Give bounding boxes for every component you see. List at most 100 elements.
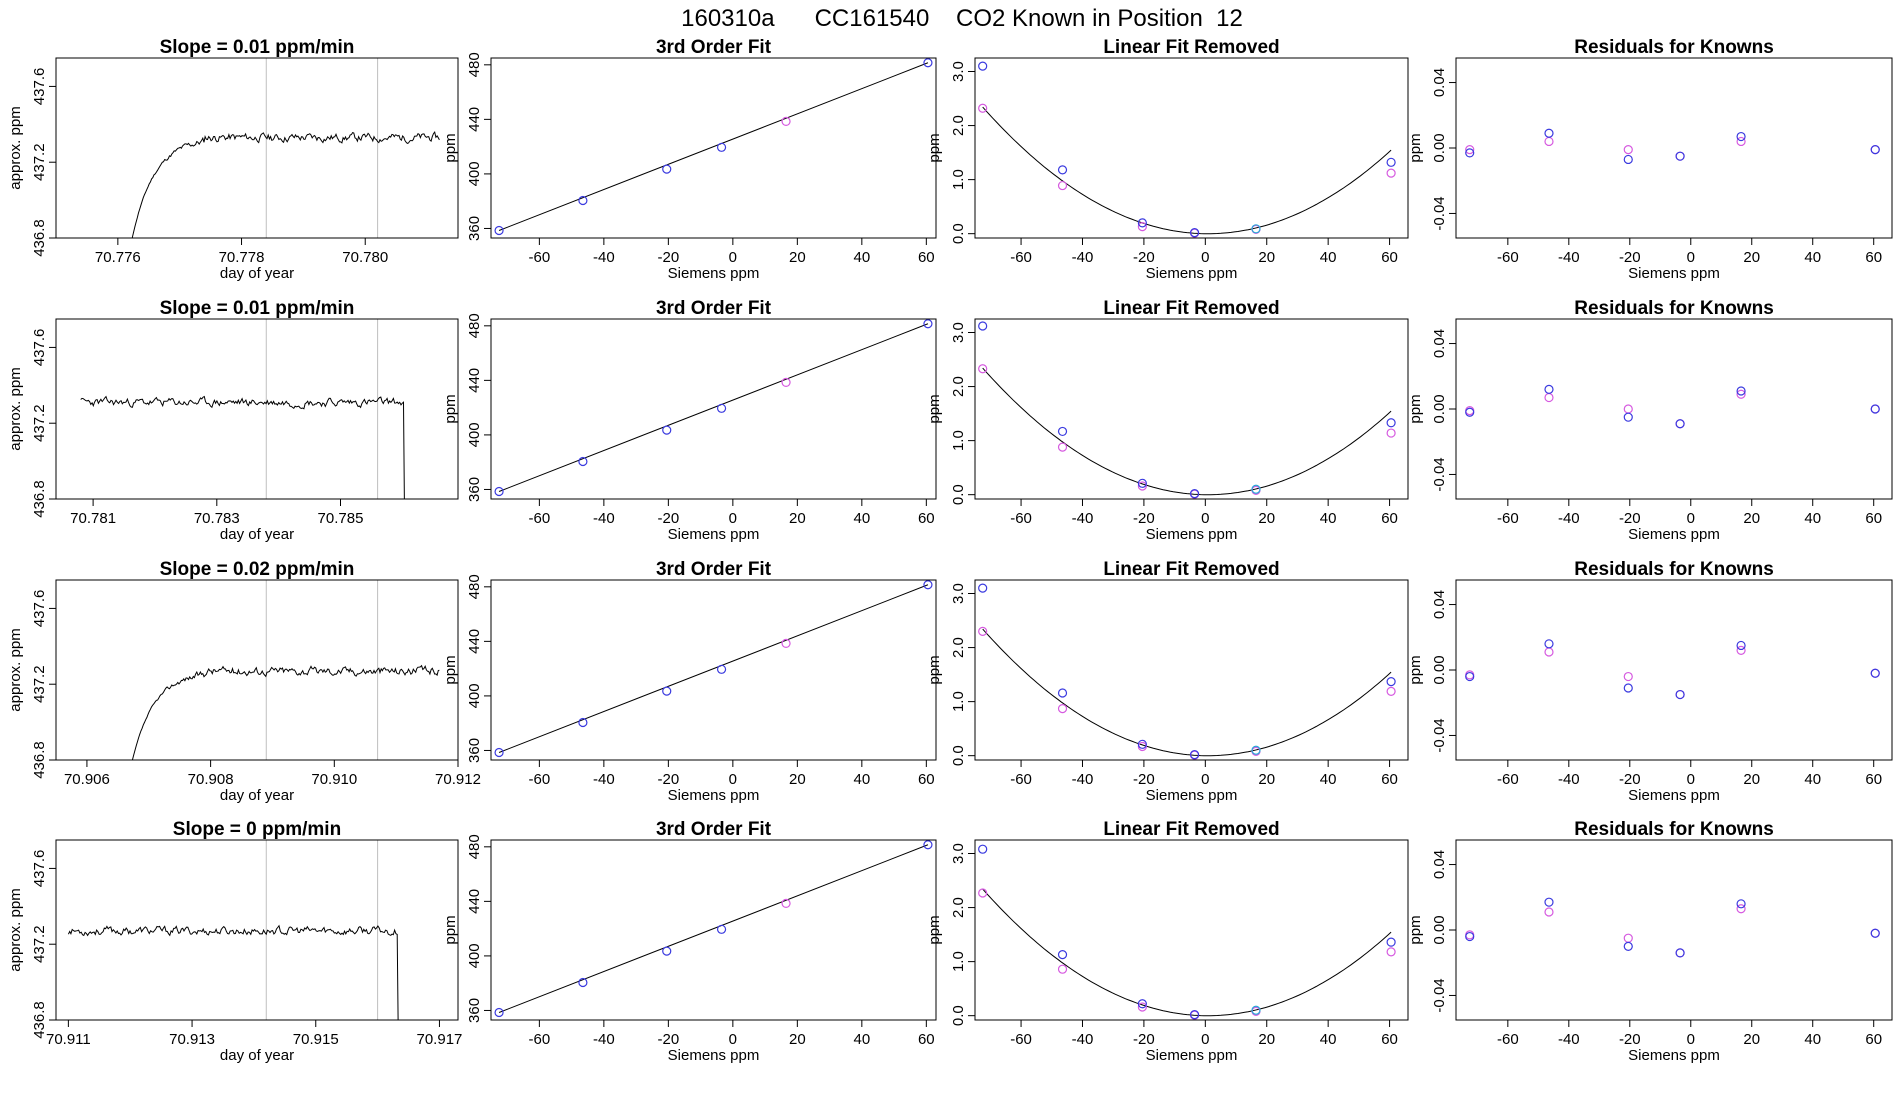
x-axis-label: Siemens ppm xyxy=(668,1047,760,1064)
blue-point xyxy=(1870,668,1880,678)
x-axis-label: day of year xyxy=(220,526,294,543)
y-tick-label: 400 xyxy=(466,422,483,447)
blue-point xyxy=(1870,404,1880,414)
x-tick-label: 60 xyxy=(1865,1031,1882,1048)
magenta-point xyxy=(1736,136,1746,147)
y-tick-label: 437.2 xyxy=(31,665,48,703)
panel-r4-c1: Slope = 0 ppm/min 70.911 70.913 70.915 70.91… xyxy=(7,819,462,1064)
x-tick-label: 20 xyxy=(1258,510,1275,527)
x-tick-label: 20 xyxy=(789,1031,806,1048)
magenta-point xyxy=(978,888,988,898)
data-point xyxy=(578,456,588,467)
y-tick-label: 437.2 xyxy=(31,404,48,442)
x-tick-label: -60 xyxy=(1497,771,1519,788)
data-point xyxy=(494,747,504,758)
plot-area xyxy=(1465,384,1880,429)
plot-area xyxy=(131,58,440,238)
x-tick-label: -60 xyxy=(1010,249,1032,266)
blue-point xyxy=(1736,131,1746,142)
blue-point xyxy=(1736,640,1746,651)
blue-point xyxy=(1137,218,1147,228)
x-tick-label: -20 xyxy=(658,1031,680,1048)
plot-frame xyxy=(1455,318,1893,500)
y-tick-label: 360 xyxy=(466,998,483,1023)
x-tick-label: -20 xyxy=(658,510,680,527)
fit-curve xyxy=(982,628,1392,757)
x-tick-label: -40 xyxy=(1072,249,1094,266)
x-tick-label: -60 xyxy=(1010,771,1032,788)
y-tick-label: 437.6 xyxy=(31,329,48,367)
x-tick-label: -40 xyxy=(593,249,615,266)
data-point xyxy=(662,164,672,174)
data-point xyxy=(662,686,672,696)
data-point xyxy=(716,924,727,934)
x-tick-label: -20 xyxy=(1619,1031,1641,1048)
magenta-point xyxy=(1386,947,1396,957)
plot-area xyxy=(80,319,405,499)
magenta-point xyxy=(978,364,988,374)
data-point xyxy=(662,946,672,956)
y-axis-label: ppm xyxy=(926,655,943,684)
x-tick-label: 70.913 xyxy=(169,1031,215,1048)
blue-point xyxy=(1736,386,1746,396)
y-tick-label: 0.04 xyxy=(1431,850,1448,879)
x-axis-label: Siemens ppm xyxy=(1628,526,1720,543)
magenta-point xyxy=(1736,904,1746,914)
x-tick-label: 20 xyxy=(1743,249,1760,266)
y-axis-label: ppm xyxy=(1407,394,1424,423)
y-tick-label: 436.8 xyxy=(31,219,48,257)
plot-frame xyxy=(1455,579,1893,761)
blue-point xyxy=(1057,165,1068,175)
x-axis-label: Siemens ppm xyxy=(1146,1047,1238,1064)
plot-area xyxy=(978,583,1396,760)
panel-title: 3rd Order Fit xyxy=(656,298,772,319)
blue-point xyxy=(1386,937,1396,947)
y-tick-label: -0.04 xyxy=(1431,457,1448,491)
y-axis-label: ppm xyxy=(442,133,459,162)
data-point xyxy=(494,225,504,236)
series-line xyxy=(80,395,405,499)
x-tick-label: 40 xyxy=(1320,249,1337,266)
x-tick-label: 40 xyxy=(1320,510,1337,527)
x-tick-label: -60 xyxy=(529,249,551,266)
x-tick-label: 70.780 xyxy=(342,249,388,266)
x-tick-label: 0 xyxy=(1201,249,1209,266)
x-tick-label: 40 xyxy=(1804,771,1821,788)
x-tick-label: 40 xyxy=(853,510,870,527)
data-point xyxy=(578,195,588,206)
y-tick-label: 400 xyxy=(466,683,483,708)
y-tick-label: 2.0 xyxy=(950,376,967,397)
blue-point xyxy=(1675,419,1685,429)
plot-frame xyxy=(490,57,937,239)
panel-r1-c3: Linear Fit Removed -60 -40 -20 0 20 40 60 0.0 1.0… xyxy=(926,37,1409,282)
x-axis-label: Siemens ppm xyxy=(1146,787,1238,804)
x-tick-label: 70.906 xyxy=(64,771,110,788)
y-tick-label: 0.00 xyxy=(1431,394,1448,423)
y-tick-label: 437.6 xyxy=(31,68,48,106)
x-tick-label: 60 xyxy=(1865,771,1882,788)
y-tick-label: 440 xyxy=(466,107,483,132)
y-axis-label: ppm xyxy=(926,394,943,423)
x-tick-label: 70.917 xyxy=(417,1031,463,1048)
plot-area xyxy=(494,319,933,497)
panel-title: Slope = 0.01 ppm/min xyxy=(160,37,355,58)
magenta-point xyxy=(1736,389,1746,399)
y-tick-label: 440 xyxy=(466,889,483,914)
data-point xyxy=(781,116,791,127)
blue-point xyxy=(1386,677,1396,687)
magenta-point xyxy=(1386,686,1396,696)
plot-frame xyxy=(55,318,459,500)
x-tick-label: 0 xyxy=(1201,510,1209,527)
blue-point xyxy=(1870,145,1880,155)
y-tick-label: 440 xyxy=(466,368,483,393)
x-axis-label: Siemens ppm xyxy=(1146,526,1238,543)
plot-frame xyxy=(974,579,1409,761)
x-tick-label: 20 xyxy=(789,249,806,266)
panel-r3-c3: Linear Fit Removed -60 -40 -20 0 20 40 60 0.0 1.0… xyxy=(926,559,1409,804)
series-line xyxy=(131,664,440,760)
y-tick-label: 0.0 xyxy=(950,745,967,766)
data-point xyxy=(923,580,933,590)
x-tick-label: -40 xyxy=(1072,1031,1094,1048)
x-tick-label: 0 xyxy=(1687,249,1695,266)
x-tick-label: 0 xyxy=(1687,1031,1695,1048)
